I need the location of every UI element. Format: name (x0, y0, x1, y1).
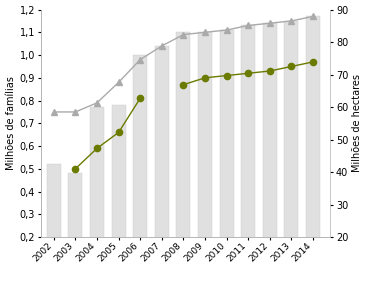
Capacidade (246, 24, 251, 27)
Bar (90, 107, 104, 283)
Bar (241, 26, 255, 283)
Capacidade (160, 44, 164, 48)
Bar (68, 173, 82, 283)
Bar (198, 32, 212, 283)
Capacidade (181, 33, 185, 36)
Bar (133, 55, 147, 283)
Bar (155, 46, 169, 283)
Capacidade (116, 81, 121, 84)
Bar (112, 105, 125, 283)
Bar (47, 164, 61, 283)
Bar (306, 16, 320, 283)
Capacidade (268, 21, 272, 25)
Capacidade (95, 101, 99, 105)
Capacidade (203, 30, 207, 34)
Capacidade (73, 110, 78, 114)
Y-axis label: Milhões de hectares: Milhões de hectares (353, 74, 362, 172)
Capacidade (289, 19, 294, 23)
Bar (176, 32, 190, 283)
Capacidade (311, 15, 315, 18)
Y-axis label: Milhões de famílias: Milhões de famílias (6, 76, 15, 170)
Capacidade (138, 58, 142, 61)
Line: Capacidade: Capacidade (51, 13, 316, 115)
Capacidade (224, 28, 229, 32)
Capacidade (52, 110, 56, 114)
Bar (263, 23, 277, 283)
Bar (284, 21, 298, 283)
Bar (220, 30, 234, 283)
